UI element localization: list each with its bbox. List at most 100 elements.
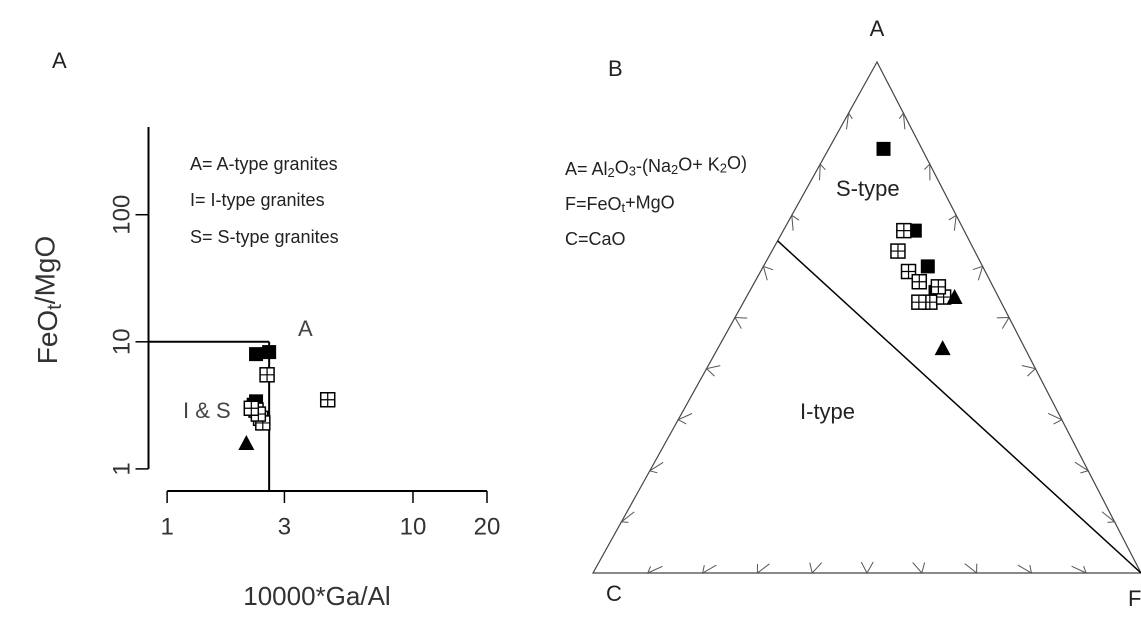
marker: [920, 259, 935, 274]
point: [934, 340, 951, 356]
formula-part: /MgO: [30, 236, 61, 304]
formula-part: t: [622, 200, 626, 215]
point: [911, 273, 928, 290]
x-tick-label: 3: [278, 513, 291, 540]
point: [238, 434, 255, 450]
edge-tick: [677, 413, 693, 425]
formula-part: +MgO: [625, 192, 675, 212]
edge-tick: [860, 561, 874, 575]
y-tick-label: 100: [108, 195, 135, 235]
edge-tick: [756, 563, 770, 575]
edge-tick: [762, 265, 774, 281]
edge-tick: [1071, 565, 1088, 574]
marker-cross: [890, 244, 905, 259]
formula-part: 3: [629, 164, 636, 179]
edge-tick: [1101, 511, 1116, 523]
panel-label: A: [52, 48, 67, 73]
edge-tick: [791, 214, 800, 231]
edge-tick: [1021, 365, 1037, 377]
edge-tick: [948, 214, 957, 231]
edge-tick: [912, 562, 926, 575]
marker-cross: [931, 279, 946, 294]
edge-tick: [734, 316, 748, 329]
vertex-label: F: [1128, 586, 1141, 611]
edge-tick: [1074, 461, 1090, 474]
edge-tick: [705, 365, 721, 377]
marker-cross: [912, 274, 927, 289]
edge-tick: [846, 111, 853, 130]
formula: A= Al2O3-(Na2O+ K2O): [565, 153, 747, 181]
edge-tick: [648, 461, 664, 474]
formula-part: A= Al: [565, 159, 608, 179]
point: [911, 294, 927, 310]
region-label: S-type: [836, 176, 900, 201]
point: [876, 141, 891, 156]
formula-part: t: [44, 304, 66, 310]
edge-tick: [620, 511, 635, 523]
region-label: A: [298, 316, 313, 341]
edge-tick: [1047, 412, 1063, 425]
y-tick-label: 10: [108, 328, 135, 355]
marker: [934, 340, 951, 356]
x-tick-label: 10: [400, 513, 427, 540]
point: [259, 367, 275, 383]
formula-part: C=CaO: [565, 229, 626, 249]
edge-tick: [809, 562, 823, 575]
edge-tick: [1017, 564, 1033, 574]
edge-tick: [701, 564, 717, 574]
edge-tick: [924, 163, 931, 181]
legend-text: A= A-type granites: [190, 154, 338, 174]
point: [896, 222, 912, 239]
marker-cross: [896, 223, 911, 238]
vertex-label: C: [606, 581, 622, 606]
edge-tick: [972, 265, 984, 281]
formula-part: F=FeO: [565, 194, 622, 214]
point: [262, 345, 277, 360]
marker-cross: [260, 367, 275, 382]
legend-text: S= S-type granites: [190, 227, 339, 247]
panel-label: B: [608, 56, 623, 81]
point: [890, 243, 906, 259]
point: [243, 400, 260, 417]
region-label: I-type: [800, 399, 855, 424]
formula-part: O: [615, 157, 629, 177]
marker: [876, 141, 891, 156]
formula-part: O): [727, 153, 747, 173]
marker-cross: [901, 264, 916, 279]
legend-text: I= I-type granites: [190, 190, 325, 210]
formula: F=FeOt+MgO: [565, 192, 675, 215]
edge-tick: [964, 563, 978, 575]
triangle: [591, 60, 1141, 574]
formula-part: 2: [720, 161, 727, 176]
point: [920, 259, 935, 274]
boundary: [777, 240, 1141, 574]
point: [249, 347, 264, 362]
vertex-label: A: [870, 16, 885, 41]
formula-part: 2: [671, 162, 678, 177]
formula-part: -(Na: [636, 156, 672, 176]
point: [930, 279, 947, 295]
marker: [238, 434, 255, 450]
y-tick-label: 1: [108, 462, 135, 475]
x-tick-label: 20: [474, 513, 501, 540]
formula-part: FeO: [32, 310, 63, 364]
marker-cross: [320, 392, 335, 407]
marker-cross: [244, 401, 259, 416]
point: [319, 392, 336, 408]
point: [946, 289, 963, 305]
region-label: I & S: [183, 398, 231, 423]
marker: [262, 345, 277, 360]
edge-tick: [819, 162, 826, 181]
formula-part: O+ K: [678, 154, 720, 174]
marker-cross: [911, 295, 926, 310]
edge-tick: [898, 111, 906, 130]
edge-tick: [646, 565, 663, 574]
x-axis-label: 10000*Ga/Al: [243, 581, 390, 611]
edge-tick: [996, 316, 1010, 329]
formula: C=CaO: [565, 229, 626, 249]
formula-part: 2: [608, 165, 615, 180]
marker: [946, 289, 963, 305]
x-tick-label: 1: [160, 513, 173, 540]
